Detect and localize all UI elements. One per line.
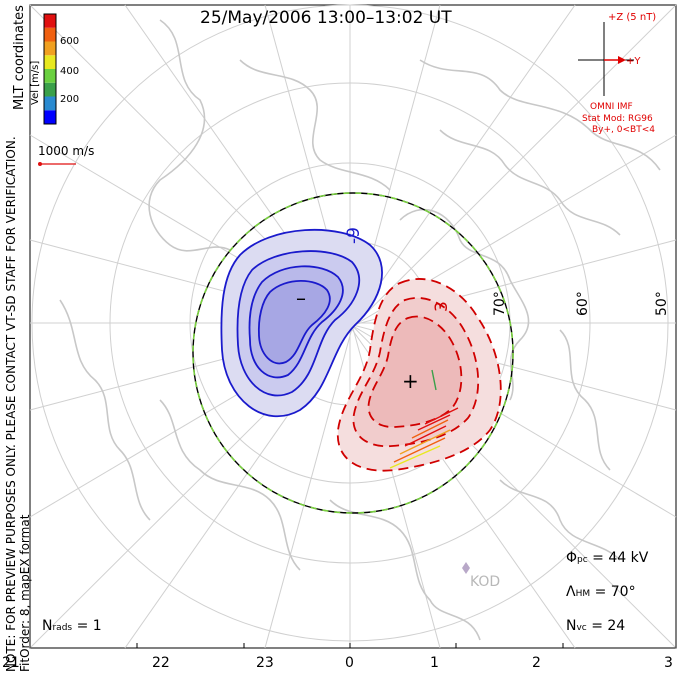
latitude-label-50: 50° — [654, 291, 670, 316]
stat-nrads-value: = 1 — [76, 618, 102, 634]
coastlines — [59, 19, 661, 641]
stat-phi-symbol: Φ — [566, 550, 578, 566]
vector-7 — [424, 407, 459, 425]
velocity-vectors — [389, 369, 459, 469]
fit-order: FitOrder: 8, mapEX format — [18, 514, 32, 672]
colorbar-border — [43, 13, 57, 125]
coast-9 — [59, 299, 151, 521]
hour-label-3: 3 — [664, 655, 673, 671]
vector-6 — [389, 445, 441, 469]
imf-stat-mod: Stat Mod: RG96 — [582, 114, 653, 124]
hour-ticks — [29, 643, 677, 648]
stat-phi-sub: pc — [577, 555, 588, 565]
imf-z-label: +Z (5 nT) — [608, 12, 657, 23]
hour-label-2: 2 — [532, 655, 541, 671]
stat-nrads-sub: rads — [52, 623, 73, 633]
coordinate-label: MLT coordinates — [12, 5, 27, 110]
stat-nrads-symbol: N — [42, 618, 53, 634]
coast-10 — [499, 479, 621, 561]
colorbar-segment — [44, 14, 56, 28]
hour-label-0: 0 — [345, 655, 354, 671]
potential-min-marker: – — [296, 286, 306, 310]
imf-y-label: +Y — [626, 56, 641, 67]
vector-1 — [417, 414, 451, 431]
colorbar-segment — [44, 110, 56, 124]
map-title: 25/May/2006 13:00–13:02 UT — [200, 8, 452, 28]
coast-4 — [399, 208, 530, 401]
coast-7 — [159, 399, 301, 571]
colorbar-tick-200: 200 — [60, 94, 80, 105]
blue-contour-4 — [257, 280, 331, 365]
negative-potential-cell — [220, 228, 383, 417]
vector-3 — [404, 425, 447, 447]
contour-label-positive: 3 — [432, 301, 452, 312]
positive-potential-cell — [337, 278, 502, 472]
kod-station-icon — [462, 562, 470, 574]
preview-note: NOTE: FOR PREVIEW PURPOSES ONLY. PLEASE … — [4, 136, 18, 672]
colorbar-segment — [44, 82, 56, 97]
reference-vector-label: 1000 m/s — [38, 144, 95, 158]
hour-label-1: 1 — [430, 655, 439, 671]
coast-6 — [559, 329, 611, 471]
colorbar-segment — [44, 55, 56, 69]
coast-3 — [419, 59, 661, 171]
stat-nvc-sub: vc — [576, 623, 587, 633]
stat-lambda: ΛHM = 70° — [566, 584, 636, 600]
vector-2 — [411, 419, 449, 439]
vector-5 — [393, 437, 446, 463]
colorbar-segment — [44, 41, 56, 56]
stat-lambda-value: = 70° — [594, 584, 636, 600]
imf-condition: By+, 0<BT<4 — [592, 125, 655, 135]
hour-label-23: 23 — [256, 655, 274, 671]
hour-label-21: 21 — [2, 655, 20, 671]
colorbar-label: Vel [m/s] — [30, 60, 41, 105]
colorbar-segment — [44, 27, 56, 42]
imf-vector-head — [618, 56, 626, 64]
stat-lambda-sub: HM — [575, 589, 591, 599]
colorbar-tick-600: 600 — [60, 36, 80, 47]
stat-lambda-symbol: Λ — [566, 584, 576, 600]
red-contour-3 — [367, 315, 463, 428]
stat-phi-value: = 44 kV — [592, 550, 649, 566]
stat-nvc: Nvc = 24 — [566, 618, 625, 634]
coast-8 — [329, 499, 481, 641]
vector-4 — [399, 429, 451, 455]
coast-2 — [239, 59, 391, 191]
hour-label-22: 22 — [152, 655, 170, 671]
potential-max-marker: + — [402, 369, 419, 393]
coast-5 — [439, 129, 621, 236]
latitude-label-70: 70° — [492, 291, 508, 316]
contour-label-negative: -9 — [344, 227, 364, 244]
imf-source: OMNI IMF — [590, 102, 633, 112]
colorbar-segment — [44, 96, 56, 111]
velocity-colorbar — [43, 13, 57, 125]
hm-boundary-dash — [192, 192, 514, 514]
stat-phi: Φpc = 44 kV — [566, 550, 648, 566]
coast-1 — [148, 19, 231, 252]
colorbar-segment — [44, 69, 56, 83]
station-label: KOD — [470, 574, 501, 590]
stat-nrads: Nrads = 1 — [42, 618, 102, 634]
stat-nvc-value: = 24 — [591, 618, 626, 634]
stat-nvc-symbol: N — [566, 618, 577, 634]
colorbar-tick-400: 400 — [60, 66, 80, 77]
latitude-label-60: 60° — [575, 291, 591, 316]
vector-8 — [431, 369, 437, 391]
